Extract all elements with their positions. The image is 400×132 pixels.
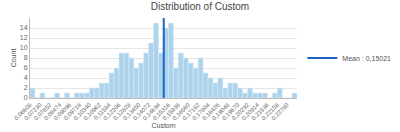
svg-text:8: 8 — [24, 54, 28, 61]
svg-text:0,14072: 0,14072 — [132, 101, 152, 121]
svg-text:Count: Count — [10, 49, 17, 68]
svg-text:0,20292: 0,20292 — [231, 101, 251, 121]
svg-text:Distribution of Custom: Distribution of Custom — [151, 1, 249, 12]
svg-text:0,07230: 0,07230 — [23, 101, 43, 121]
svg-text:6: 6 — [24, 64, 28, 71]
svg-text:0,15316: 0,15316 — [152, 101, 172, 121]
svg-text:Mean : 0,15021: Mean : 0,15021 — [342, 55, 391, 62]
svg-text:0,10962: 0,10962 — [82, 101, 102, 121]
svg-text:0,15938: 0,15938 — [162, 101, 182, 121]
svg-text:0,20914: 0,20914 — [241, 101, 261, 121]
svg-text:0,12206: 0,12206 — [102, 101, 122, 121]
svg-text:0,09096: 0,09096 — [53, 101, 73, 121]
svg-text:0,09718: 0,09718 — [63, 101, 83, 121]
svg-text:0,17182: 0,17182 — [181, 101, 201, 121]
svg-text:0,21536: 0,21536 — [251, 101, 271, 121]
svg-text:4: 4 — [24, 74, 28, 81]
svg-text:0,22158: 0,22158 — [260, 101, 280, 121]
svg-text:0,10340: 0,10340 — [73, 101, 93, 121]
svg-text:0,18426: 0,18426 — [201, 101, 221, 121]
svg-text:0,08474: 0,08474 — [43, 101, 63, 121]
svg-text:0,14694: 0,14694 — [142, 101, 162, 121]
svg-text:0,13450: 0,13450 — [122, 101, 142, 121]
svg-text:12: 12 — [20, 34, 28, 41]
svg-text:2: 2 — [24, 84, 28, 91]
svg-text:0,16560: 0,16560 — [171, 101, 191, 121]
svg-text:Custom: Custom — [151, 122, 175, 129]
svg-text:0: 0 — [24, 94, 28, 101]
svg-text:0,19048: 0,19048 — [211, 101, 231, 121]
svg-text:0,22780: 0,22780 — [270, 101, 290, 121]
svg-text:0,12828: 0,12828 — [112, 101, 132, 121]
svg-text:0,07852: 0,07852 — [33, 101, 53, 121]
svg-text:14: 14 — [20, 24, 28, 31]
svg-text:10: 10 — [20, 44, 28, 51]
svg-text:0,17804: 0,17804 — [191, 101, 211, 121]
svg-text:0,11584: 0,11584 — [93, 101, 113, 121]
svg-text:0,06608: 0,06608 — [13, 101, 33, 121]
svg-text:0,19670: 0,19670 — [221, 101, 241, 121]
